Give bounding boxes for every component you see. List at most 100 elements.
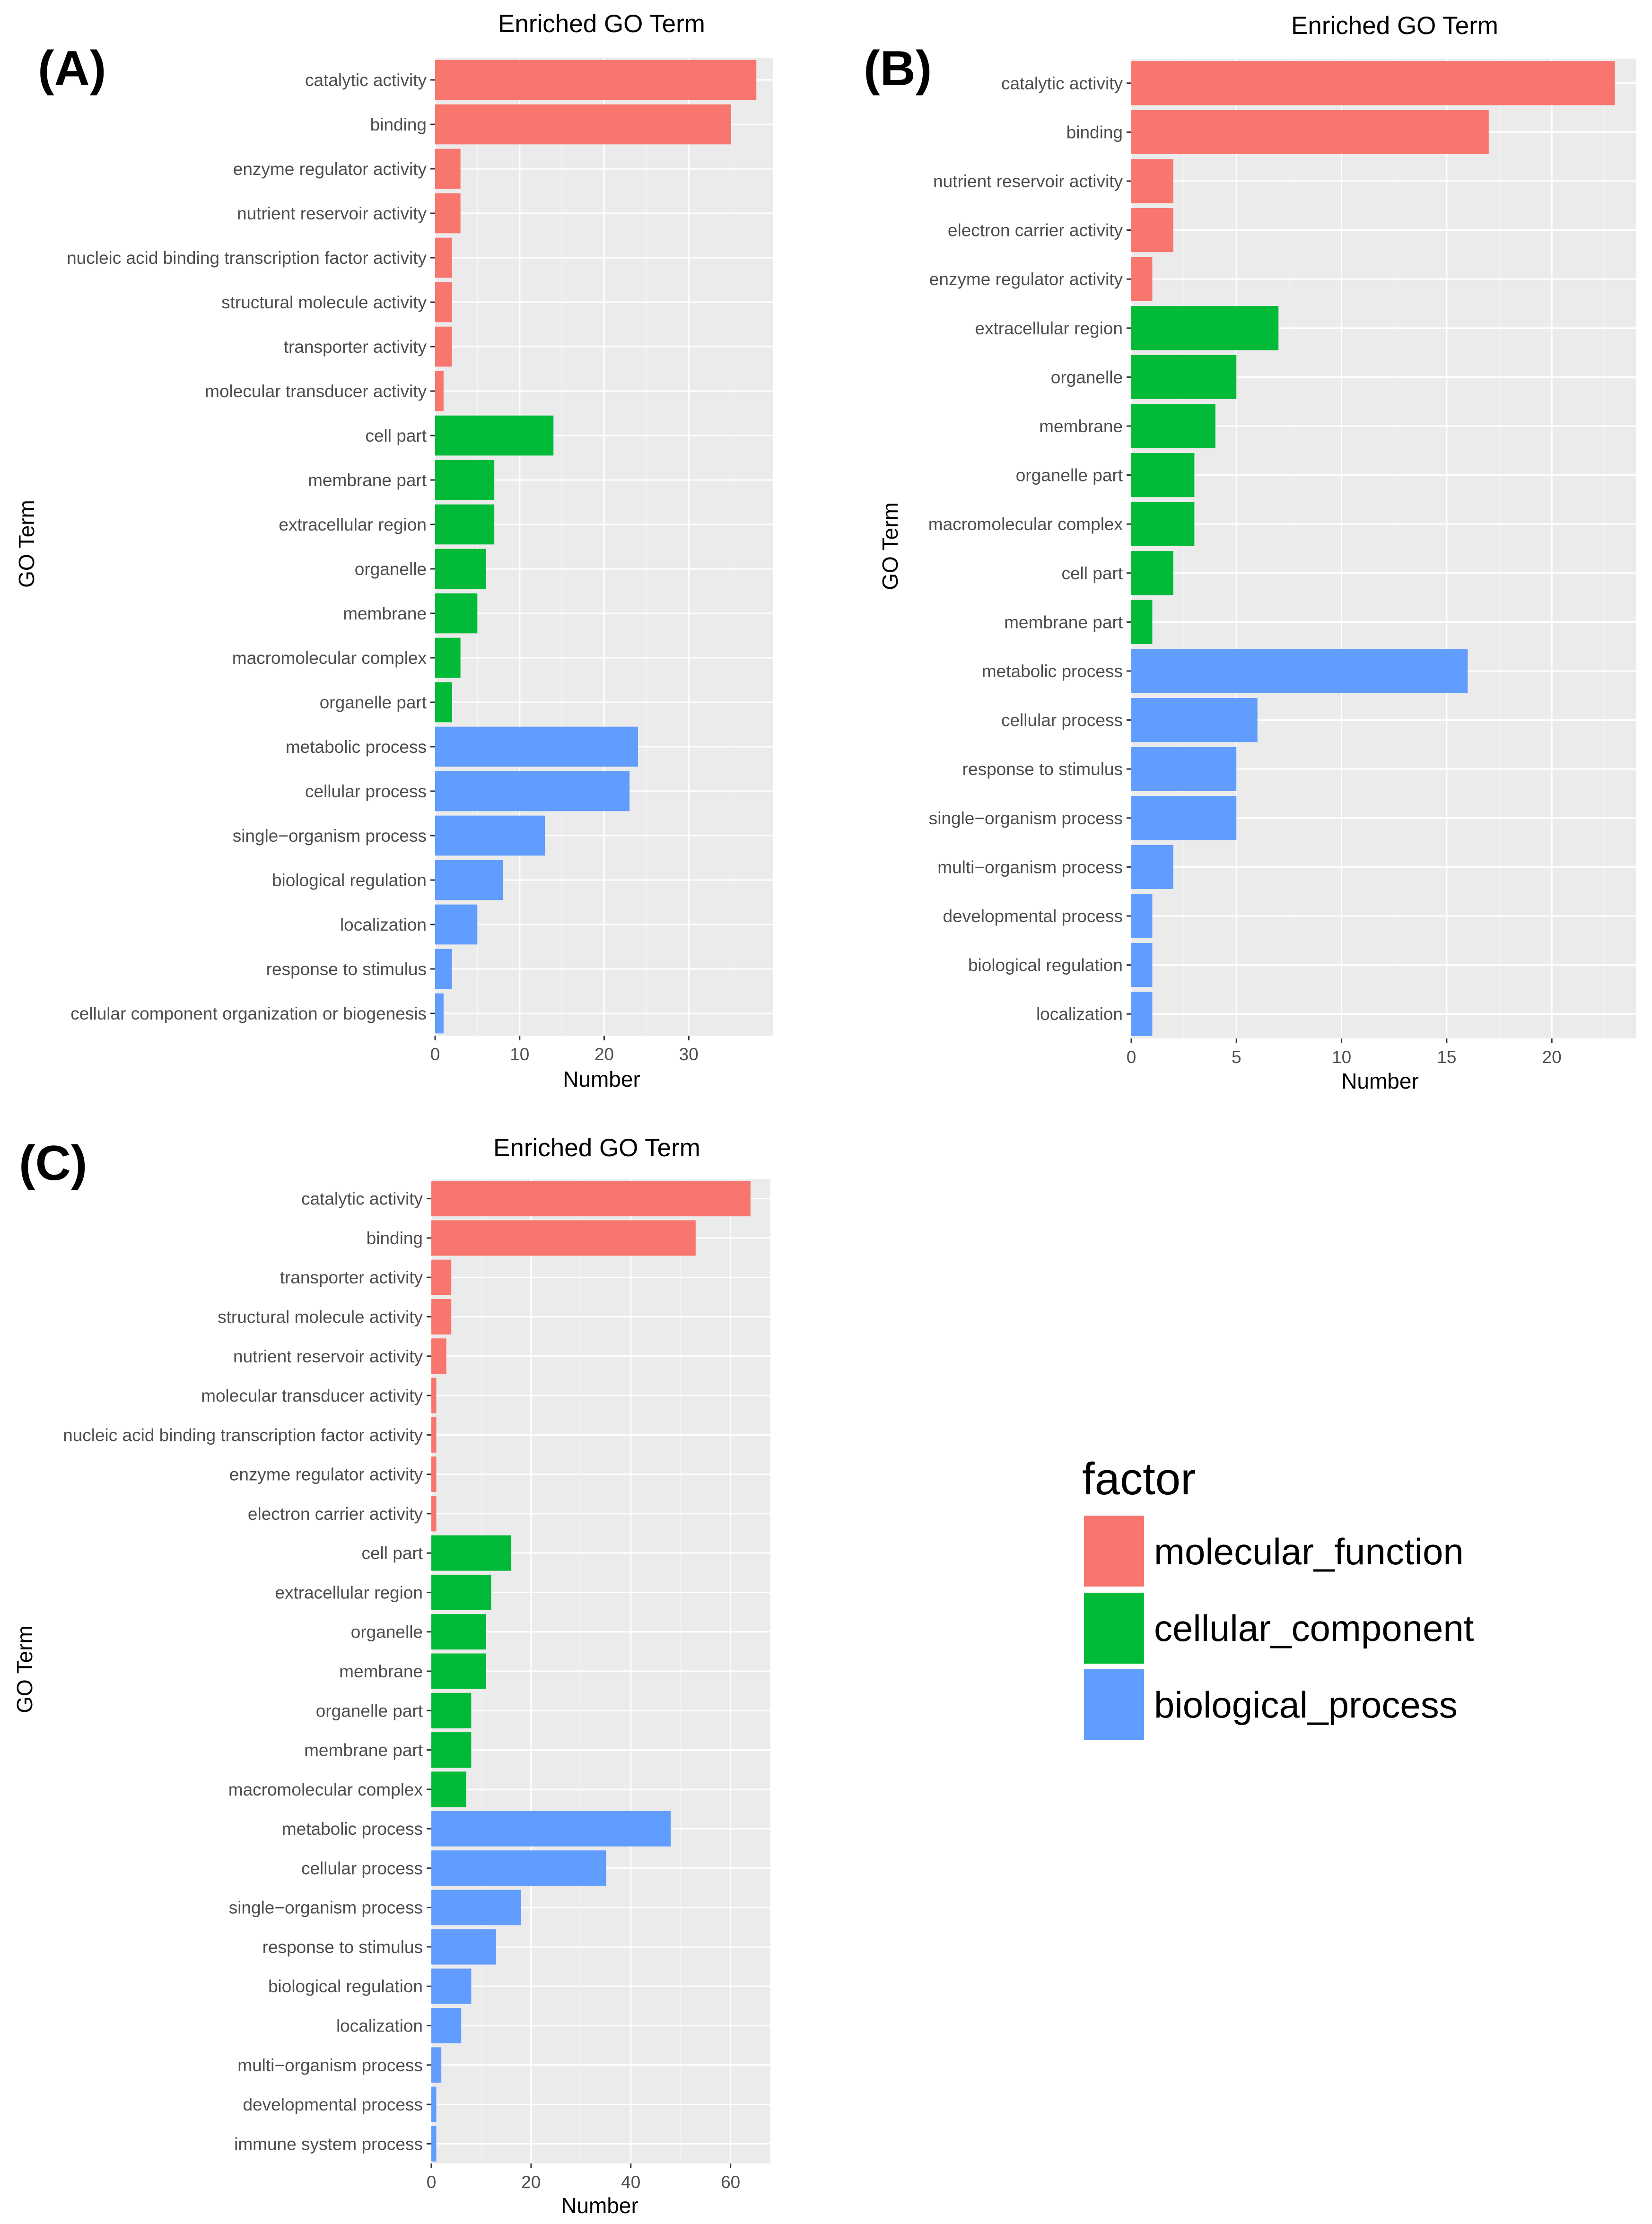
panel-a-bar xyxy=(435,549,486,589)
panel-c-bar xyxy=(431,1811,671,1847)
legend-label-biological-process: biological_process xyxy=(1154,1684,1458,1726)
panel-b-bar xyxy=(1131,306,1279,350)
panel-c-category-label: single−organism process xyxy=(229,1898,423,1918)
panel-b-category-label: cellular process xyxy=(1001,711,1123,730)
panel-b-category-label: cell part xyxy=(1061,564,1123,583)
panel-b-bar xyxy=(1131,110,1489,155)
panel-b-category-label: catalytic activity xyxy=(1001,74,1123,93)
panel-b: (B) Enriched GO Term Number GO Term cata… xyxy=(864,12,1636,1093)
panel-b-bar xyxy=(1131,355,1237,400)
panel-a-bar xyxy=(435,993,444,1034)
panel-c-category-label: transporter activity xyxy=(280,1268,423,1287)
panel-a-bar xyxy=(435,593,478,634)
panel-a-bar xyxy=(435,415,554,456)
panel-c-category-label: membrane xyxy=(339,1662,423,1681)
panel-c-x-tick-label: 40 xyxy=(621,2172,640,2192)
panel-a-bar xyxy=(435,815,545,856)
panel-c-category-label: enzyme regulator activity xyxy=(229,1465,423,1484)
panel-c-category-label: cellular process xyxy=(301,1858,423,1878)
panel-c-bar xyxy=(431,2008,462,2043)
panel-c-bar xyxy=(431,1614,486,1650)
panel-b-bar xyxy=(1131,942,1153,987)
panel-a-bar xyxy=(435,148,461,189)
panel-c-category-label: nucleic acid binding transcription facto… xyxy=(63,1425,423,1445)
panel-a-bar xyxy=(435,949,452,989)
panel-a-category-label: transporter activity xyxy=(284,337,427,357)
panel-c-bar xyxy=(431,1181,751,1217)
panel-b-bar xyxy=(1131,649,1468,693)
panel-a-category-label: cellular component organization or bioge… xyxy=(70,1004,427,1023)
panel-b-x-tick-label: 15 xyxy=(1437,1047,1456,1067)
panel-c-bar xyxy=(431,1574,491,1610)
panel-a-bar xyxy=(435,637,461,678)
panel-b-bar xyxy=(1131,159,1173,203)
panel-a-bar xyxy=(435,504,495,545)
panel-a-x-tick-label: 20 xyxy=(594,1045,614,1064)
panel-a: (A) Enriched GO Term Number GO Term cata… xyxy=(14,10,773,1091)
panel-c-bar xyxy=(431,1378,437,1413)
panel-c-bar xyxy=(431,1220,696,1256)
panel-a-category-label: localization xyxy=(340,915,427,934)
panel-a-x-tick-label: 0 xyxy=(430,1045,440,1064)
panel-a-category-label: cellular process xyxy=(305,782,427,801)
panel-b-bar xyxy=(1131,845,1173,890)
panel-c-category-label: cell part xyxy=(361,1544,423,1563)
panel-a-category-label: extracellular region xyxy=(279,515,427,534)
panel-c-x-tick-label: 60 xyxy=(721,2172,740,2192)
panel-c-bar xyxy=(431,1457,437,1492)
panel-b-category-label: extracellular region xyxy=(975,319,1123,338)
panel-c-bar xyxy=(431,1338,446,1374)
legend-item-biological-process: biological_process xyxy=(1084,1669,1458,1740)
panel-a-label: (A) xyxy=(38,41,106,96)
panel-b-bar xyxy=(1131,698,1258,742)
panel-b-x-tick-label: 20 xyxy=(1542,1047,1562,1067)
panel-c-bar xyxy=(431,1692,472,1728)
panel-a-bar xyxy=(435,282,452,323)
panel-b-category-label: electron carrier activity xyxy=(948,221,1123,240)
panel-c-bar xyxy=(431,1496,437,1532)
panel-a-category-label: response to stimulus xyxy=(266,959,427,979)
panel-b-category-label: organelle part xyxy=(1016,466,1123,485)
panel-a-bar xyxy=(435,60,757,100)
panel-a-category-label: molecular transducer activity xyxy=(205,382,427,401)
panel-b-category-label: single−organism process xyxy=(929,809,1123,828)
panel-a-category-label: cell part xyxy=(365,426,427,445)
panel-a-x-tick-label: 30 xyxy=(679,1045,699,1064)
panel-c-category-label: nutrient reservoir activity xyxy=(233,1347,423,1366)
panel-a-category-label: single−organism process xyxy=(233,826,427,846)
panel-a-category-label: catalytic activity xyxy=(305,70,427,90)
panel-b-category-label: organelle xyxy=(1051,367,1123,387)
panel-a-category-label: metabolic process xyxy=(286,737,427,757)
panel-a-category-label: enzyme regulator activity xyxy=(233,159,427,179)
panel-b-x-axis-title: Number xyxy=(1341,1069,1419,1093)
panel-c-category-label: organelle part xyxy=(316,1701,423,1720)
panel-c-bar xyxy=(431,1299,452,1334)
panel-a-category-label: macromolecular complex xyxy=(232,648,427,668)
panel-b-category-label: nutrient reservoir activity xyxy=(933,172,1123,191)
panel-c-title: Enriched GO Term xyxy=(493,1134,700,1162)
panel-a-bar xyxy=(435,682,452,723)
panel-c-plot-area xyxy=(430,1179,770,2163)
legend-key-biological-process xyxy=(1084,1669,1144,1740)
panel-b-category-label: localization xyxy=(1036,1004,1123,1024)
panel-b-category-label: multi−organism process xyxy=(937,857,1123,877)
panel-a-bar xyxy=(435,193,461,234)
panel-a-category-label: binding xyxy=(370,115,427,134)
panel-b-category-label: membrane xyxy=(1039,417,1123,436)
panel-b-y-axis-title: GO Term xyxy=(878,502,902,590)
panel-c-bar xyxy=(431,1771,466,1807)
panel-c-category-label: structural molecule activity xyxy=(218,1307,423,1326)
panel-c-bar xyxy=(431,1929,497,1965)
legend-title: factor xyxy=(1082,1454,1196,1504)
panel-c-category-label: electron carrier activity xyxy=(248,1504,423,1524)
panel-c-bar xyxy=(431,2047,442,2083)
panel-c-category-label: membrane part xyxy=(304,1741,423,1760)
panel-c-category-label: immune system process xyxy=(234,2134,423,2154)
panel-a-bar xyxy=(435,460,495,500)
panel-b-x-tick-label: 0 xyxy=(1127,1047,1136,1067)
panel-c-x-tick-label: 0 xyxy=(427,2172,437,2192)
panel-c-category-label: multi−organism process xyxy=(237,2056,423,2075)
panel-c-bar xyxy=(431,2126,437,2162)
legend-key-cellular-component xyxy=(1084,1593,1144,1664)
panel-b-bar xyxy=(1131,992,1153,1036)
